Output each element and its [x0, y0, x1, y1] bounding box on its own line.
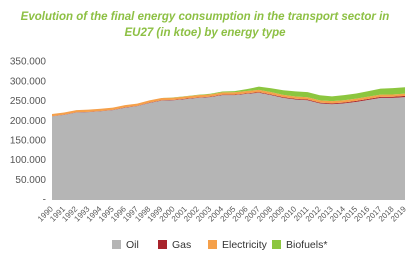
area — [52, 92, 405, 200]
legend-label: Oil — [126, 239, 139, 251]
y-tick-label: 250.000 — [10, 96, 47, 107]
legend-swatch — [112, 240, 121, 249]
y-tick-label: 350.000 — [10, 57, 47, 68]
legend-label: Gas — [172, 239, 191, 251]
legend-swatch — [272, 240, 281, 249]
legend-label: Electricity — [222, 239, 268, 251]
y-tick-label: 200.000 — [10, 116, 47, 127]
legend-label: Biofuels* — [286, 239, 327, 251]
legend-swatch — [158, 240, 167, 249]
area — [52, 86, 405, 115]
y-tick-label: - — [43, 195, 46, 206]
y-tick-label: 50.000 — [15, 175, 46, 186]
y-tick-label: 100.000 — [10, 155, 47, 166]
y-tick-label: 300.000 — [10, 76, 47, 87]
chart-title: Evolution of the final energy consumptio… — [21, 11, 390, 23]
y-tick-label: 150.000 — [10, 135, 47, 146]
chart-title: EU27 (in ktoe) by energy type — [124, 27, 286, 39]
legend-swatch — [208, 240, 217, 249]
area — [52, 89, 405, 117]
